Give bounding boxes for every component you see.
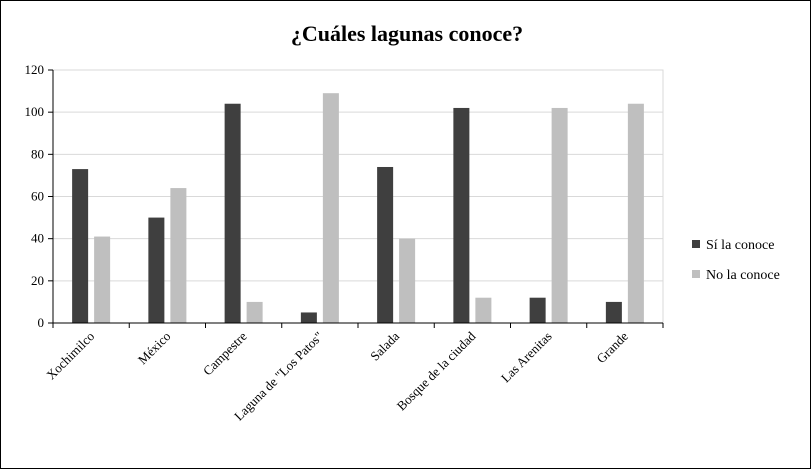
bar-si-6 [529, 297, 546, 323]
gridlines [52, 69, 664, 324]
bar-no-1 [170, 188, 187, 323]
legend: Sí la conoce No la conoce [692, 238, 780, 283]
x-tick-label: Las Arenitas [498, 329, 555, 386]
x-tick-label: Salada [367, 328, 402, 363]
legend-label: No la conoce [706, 268, 780, 283]
x-tick-label: Bosque de la ciudad [394, 328, 479, 413]
y-tick-labels: 0 20 40 60 80 100 120 [25, 62, 45, 330]
bar-si-0 [72, 169, 89, 323]
bars [72, 93, 644, 323]
bar-no-6 [551, 107, 568, 323]
y-tick-label: 0 [38, 315, 45, 330]
bar-si-2 [224, 103, 241, 323]
x-tick-label: Grande [593, 328, 631, 366]
bar-si-3 [300, 312, 317, 323]
x-tick-label: Campestre [200, 328, 250, 378]
y-tick-label: 80 [31, 146, 44, 161]
bar-no-7 [627, 103, 644, 323]
bar-si-7 [605, 301, 622, 323]
bar-no-5 [475, 297, 492, 323]
bar-no-4 [399, 238, 416, 323]
x-tick-label: Xochimilco [43, 329, 97, 383]
x-tick-label: México [135, 329, 174, 368]
bar-si-5 [453, 107, 470, 323]
chart-title: ¿Cuáles lagunas conoce? [291, 21, 523, 46]
legend-swatch [692, 240, 700, 248]
axes [48, 69, 664, 328]
y-tick-label: 60 [31, 189, 44, 204]
bar-no-0 [94, 236, 111, 323]
y-tick-label: 120 [25, 62, 45, 77]
bar-no-2 [246, 301, 263, 323]
bar-no-3 [322, 93, 339, 323]
legend-swatch [692, 270, 700, 278]
y-tick-label: 100 [25, 104, 45, 119]
legend-label: Sí la conoce [706, 238, 774, 253]
y-tick-label: 40 [31, 231, 44, 246]
bar-si-1 [148, 217, 165, 323]
y-tick-label: 20 [31, 273, 44, 288]
bar-si-4 [377, 166, 394, 323]
